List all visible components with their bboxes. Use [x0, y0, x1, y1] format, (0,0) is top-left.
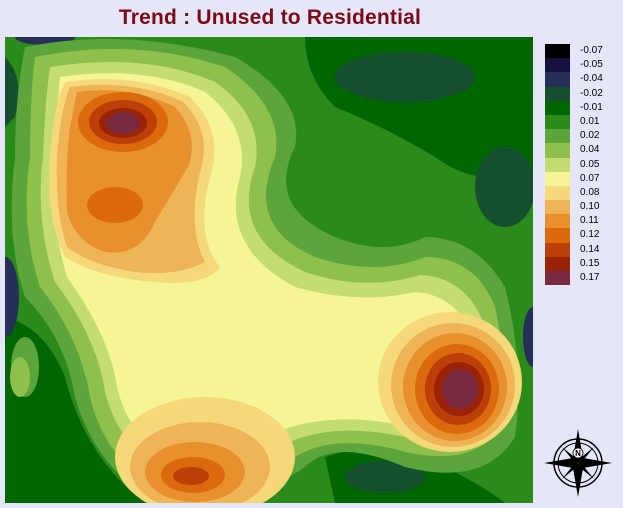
- high-value-zone-east: [378, 312, 522, 452]
- legend-label: 0.04: [580, 144, 600, 156]
- legend-item: -0.05: [545, 58, 615, 73]
- legend-swatch: [545, 171, 570, 186]
- legend-label: 0.08: [580, 186, 600, 198]
- legend-swatch: [545, 200, 570, 215]
- legend-swatch: [545, 58, 570, 73]
- west-edge-patch: [10, 357, 30, 397]
- legend-swatch: [545, 271, 570, 286]
- legend-item: 0.14: [545, 242, 615, 257]
- legend-label: 0.05: [580, 158, 600, 170]
- map-title: Trend : Unused to Residential: [118, 6, 422, 29]
- legend-swatch: [545, 242, 570, 257]
- legend-swatch: [545, 228, 570, 243]
- legend-item: -0.01: [545, 100, 615, 115]
- legend-label: 0.12: [580, 229, 600, 241]
- legend-swatch: [545, 44, 570, 59]
- legend-swatch: [545, 157, 570, 172]
- north-label: N: [575, 449, 581, 458]
- trend-surface-map: [5, 37, 533, 503]
- legend-swatch: [545, 256, 570, 271]
- legend-item: 0.05: [545, 157, 615, 172]
- legend-item: 0.10: [545, 200, 615, 215]
- legend-label: 0.01: [580, 115, 600, 127]
- high-value-zone-south: [115, 397, 295, 503]
- legend-item: -0.02: [545, 86, 615, 101]
- legend-item: 0.12: [545, 228, 615, 243]
- legend-label: 0.10: [580, 201, 600, 213]
- legend-label: 0.15: [580, 257, 600, 269]
- legend-item: 0.17: [545, 271, 615, 286]
- legend-item: -0.04: [545, 72, 615, 87]
- legend-label: -0.07: [580, 45, 603, 56]
- legend-item: 0.02: [545, 129, 615, 144]
- legend-swatch: [545, 185, 570, 201]
- legend-swatch: [545, 214, 570, 229]
- legend-item: 0.01: [545, 114, 615, 130]
- legend-item: -0.07: [545, 44, 615, 59]
- legend-swatch: [545, 143, 570, 158]
- legend-item: 0.08: [545, 185, 615, 201]
- legend-label: 0.11: [580, 215, 599, 227]
- map-legend: -0.07 -0.05 -0.04 -0.02 -0.01 0.01 0.02 0.04 0.0…: [545, 44, 615, 286]
- legend-swatch: [545, 72, 570, 87]
- high-value-zone-northwest: [49, 79, 220, 283]
- low-value-zones: [5, 37, 533, 503]
- legend-label: -0.05: [580, 59, 603, 71]
- legend-label: 0.02: [580, 130, 600, 142]
- legend-item: 0.15: [545, 256, 615, 271]
- legend-swatch: [545, 129, 570, 144]
- legend-swatch: [545, 86, 570, 101]
- legend-label: 0.14: [580, 243, 600, 255]
- north-arrow-icon: N: [542, 427, 614, 499]
- legend-label: 0.17: [580, 272, 600, 283]
- legend-item: 0.04: [545, 143, 615, 158]
- trend-surface-raster: [5, 37, 533, 503]
- legend-item: 0.11: [545, 214, 615, 229]
- legend-label: -0.04: [580, 73, 603, 85]
- legend-label: -0.01: [580, 101, 603, 113]
- legend-label: 0.07: [580, 172, 600, 184]
- legend-item: 0.07: [545, 171, 615, 186]
- legend-swatch: [545, 100, 570, 115]
- legend-swatch: [545, 114, 570, 130]
- legend-label: -0.02: [580, 87, 603, 99]
